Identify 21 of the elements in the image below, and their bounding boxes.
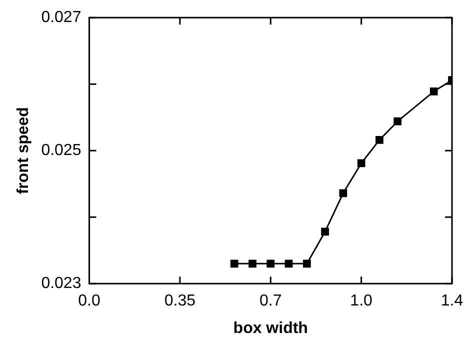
x-tick-label: 1.4 — [440, 292, 464, 310]
point — [394, 117, 402, 126]
point — [321, 228, 329, 236]
x-axis-title: box width — [233, 320, 308, 337]
point — [284, 260, 293, 268]
point — [266, 260, 275, 268]
x-tick-label: 0.35 — [164, 292, 196, 310]
y-tick-label: 0.023 — [41, 275, 82, 292]
point — [230, 260, 238, 268]
y-axis-title: front speed — [15, 107, 32, 194]
point — [302, 260, 311, 268]
x-tick-label: 1.0 — [350, 292, 373, 310]
point — [376, 136, 384, 144]
y-tick-label: 0.025 — [41, 142, 82, 160]
point — [357, 159, 366, 168]
x-tick-label: 0.0 — [78, 292, 100, 310]
point — [339, 189, 348, 198]
point — [248, 260, 256, 268]
point — [430, 87, 438, 96]
y-tick-label: 0.027 — [41, 9, 82, 26]
x-tick-label: 0.7 — [259, 292, 282, 310]
